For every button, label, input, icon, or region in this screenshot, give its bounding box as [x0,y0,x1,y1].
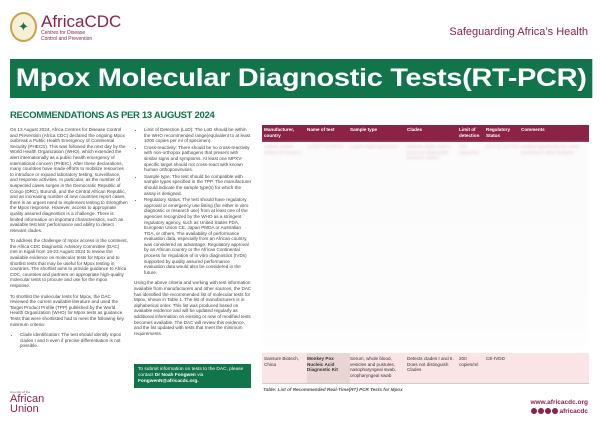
facebook-icon[interactable] [537,408,544,415]
intro-column: On 13 August 2024, Africa Centres for Di… [10,127,128,354]
cell-comments [521,356,587,380]
cell-test-name: Monkey Pox Nucleic Acid Diagnostic Kit [307,353,350,383]
header-regulatory: Regulatory Status [486,127,510,138]
title-text: Mpox Molecular Diagnostic Tests(RT-PCR) [15,64,587,92]
website-link[interactable]: www.africacdc.org [530,399,588,406]
cell: Abbott, United States of America [264,144,301,155]
brand-name: AfricaCDC [41,11,122,31]
header-comments: Comments [521,127,545,132]
instagram-icon[interactable] [551,408,558,415]
section-heading: RECOMMENDATIONS AS PER 13 AUGUST 2024 [10,110,215,121]
summary-paragraph: Using the above criteria and working wit… [134,280,252,336]
criteria-bullet: Limit of Detection (LoD): The LoD should… [144,127,252,144]
african-union-logo: An entity of the African Union [10,390,46,415]
header-manufacturer: Manufacturer, country [264,127,295,138]
tests-table: Manufacturer, country Name of test Sampl… [262,125,589,347]
au-small-text: An entity of the [10,390,31,394]
cell: Lesion swab specimens [350,144,399,149]
contact-text: via [195,373,204,378]
criteria-bullet: Clade identification: The test should id… [20,332,128,349]
footer-contact: www.africacdc.org africacdc [530,398,588,416]
criteria-bullet: Regulatory status: The test should have … [144,197,252,275]
page-title: Mpox Molecular Diagnostic Tests(RT-PCR) [10,59,593,98]
header-clades: Clades [407,127,423,132]
brand-subtitle: Centres for Disease Control and Preventi… [41,29,93,42]
cell-manufacturer: Sansure Biotech, China [264,356,299,367]
africa-map-seal-icon: ✦ [10,12,37,42]
table-header: Manufacturer, country Name of test Sampl… [262,125,589,142]
criteria-bullet: Cross-reactivity: There should be no cro… [144,145,252,173]
africa-cdc-logo: ✦ AfricaCDC Centres for Disease Control … [10,12,121,42]
cell-lod: 200 copies/ml [459,356,479,367]
contact-email-link[interactable]: FongwenN@africacdc.org. [138,379,199,384]
au-name: African Union [10,393,45,415]
dac-paragraph: To address the challenge of mpox access … [10,238,128,289]
blurred-table-rows: Abbott, United States of America ALINITY… [262,142,589,347]
social-handle: africacdc [559,408,588,415]
cell-sample: Serum, whole blood, vesicles and pustule… [350,356,396,378]
cell: 200 copies/ml [459,144,479,155]
header-name: Name of test [307,127,335,132]
contact-name: Dr Noah Fongwen [154,373,196,378]
table-row: Sansure Biotech, China Monkey Pox Nuclei… [262,353,589,384]
cell: ALINITY M MPXV [307,144,344,149]
criteria-column: Limit of Detection (LoD): The LoD should… [134,127,252,341]
criteria-paragraph: To shortlist the molecular tests for Mpo… [10,293,124,327]
cell: Limited opportunity for cross-reactivity… [521,144,581,155]
header-lod: Limit of detection [459,127,480,138]
x-icon[interactable] [530,408,537,415]
criteria-bullet: Sample type: The test should be compatib… [144,174,252,196]
contact-text: To submit information on tests to the DA… [138,367,244,378]
cell-regulatory: CE-IVDD [486,356,505,361]
intro-paragraph: On 13 August 2024, Africa Centres for Di… [10,127,128,233]
table-caption: Table: List of Recommended Real-Time(RT)… [263,387,403,392]
youtube-icon[interactable] [544,408,551,415]
cell: EUA by US FDA [486,144,520,149]
cell-clades: Detects clades I and II. Does not distin… [407,356,454,373]
tagline: Safeguarding Africa’s Health [449,26,588,38]
contact-box: To submit information on tests to the DA… [134,364,251,388]
header-sample: Sample type [350,127,378,132]
cell: Detects clade I and II. Does not disting… [407,144,452,161]
